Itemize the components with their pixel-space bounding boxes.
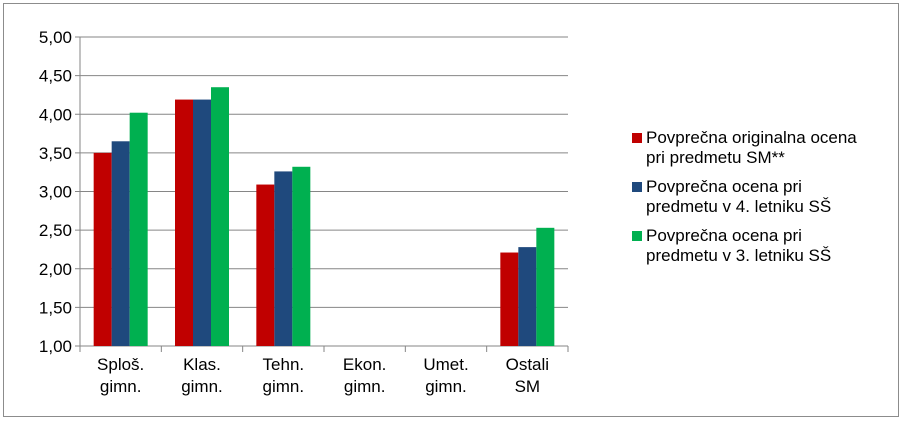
bar	[111, 141, 130, 346]
y-tick-label: 1,50	[39, 298, 72, 317]
y-tick-label: 4,50	[39, 67, 72, 86]
x-tick-label: gimn.	[100, 377, 142, 396]
x-tick-label: Sploš.	[97, 355, 144, 374]
x-tick-label: Tehn.	[263, 355, 305, 374]
bar	[274, 171, 293, 346]
y-tick-label: 2,50	[39, 221, 72, 240]
x-tick-label: Ekon.	[343, 355, 386, 374]
y-tick-label: 5,00	[39, 28, 72, 47]
bar	[292, 166, 311, 346]
x-tick-label: gimn.	[425, 377, 467, 396]
bar	[256, 184, 275, 346]
bar	[175, 99, 193, 346]
x-tick-label: SM	[515, 377, 541, 396]
bar	[518, 247, 537, 346]
legend-swatch-3-letnik	[632, 231, 642, 241]
y-tick-label: 1,00	[39, 337, 72, 356]
legend-item-4-letnik: Povprečna ocena pri predmetu v 4. letnik…	[632, 177, 892, 217]
bar	[536, 227, 555, 346]
x-tick-label: gimn.	[344, 377, 386, 396]
legend-swatch-4-letnik	[632, 182, 642, 192]
x-tick-label: Umet.	[423, 355, 468, 374]
bar	[211, 87, 229, 347]
x-tick-label: gimn.	[181, 377, 223, 396]
legend-label-original: Povprečna originalna ocena pri predmetu …	[646, 128, 857, 167]
legend: Povprečna originalna ocena pri predmetu …	[632, 128, 892, 275]
x-tick-label: Klas.	[183, 355, 221, 374]
y-tick-label: 4,00	[39, 105, 72, 124]
bar	[193, 99, 211, 346]
y-tick-label: 2,00	[39, 260, 72, 279]
legend-item-original: Povprečna originalna ocena pri predmetu …	[632, 128, 892, 168]
bar	[93, 152, 112, 346]
bar	[500, 252, 519, 346]
bar	[129, 112, 148, 346]
x-tick-label: gimn.	[263, 377, 305, 396]
chart-frame	[3, 3, 899, 417]
legend-label-3-letnik: Povprečna ocena pri predmetu v 3. letnik…	[646, 226, 832, 265]
legend-swatch-original	[632, 133, 642, 143]
x-tick-label: Ostali	[506, 355, 549, 374]
legend-label-4-letnik: Povprečna ocena pri predmetu v 4. letnik…	[646, 177, 832, 216]
legend-item-3-letnik: Povprečna ocena pri predmetu v 3. letnik…	[632, 226, 892, 266]
y-tick-label: 3,00	[39, 183, 72, 202]
y-tick-label: 3,50	[39, 144, 72, 163]
